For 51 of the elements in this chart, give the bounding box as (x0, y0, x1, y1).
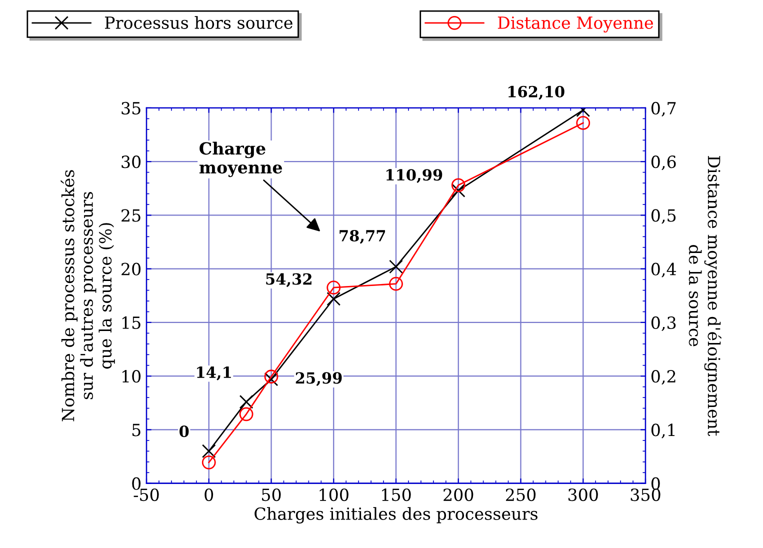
point (202, 455, 216, 470)
y2-tick-label: 0,5 (651, 209, 676, 224)
annotation: Charge moyenne (199, 142, 282, 178)
y2-tick-label: 0 (651, 477, 660, 490)
point (326, 280, 341, 295)
point (239, 407, 254, 422)
point (451, 184, 466, 198)
y2-axis-title: Distance moyenne d'éloignement de la source (688, 156, 722, 436)
y2-tick-label: 0,6 (651, 156, 676, 170)
annotation: 14,1 (197, 366, 231, 380)
y-tick-label: 10 (122, 370, 141, 383)
point (239, 394, 254, 409)
point (264, 372, 278, 386)
annotation: 25,99 (296, 372, 342, 386)
y-tick-label: 25 (122, 209, 140, 222)
x-tick-label: -50 (134, 488, 159, 502)
y-tick-label: 35 (122, 102, 140, 115)
annotation: 0 (180, 426, 189, 438)
y2-tick-label: 0,2 (651, 370, 676, 385)
x-tick-label: 300 (568, 488, 598, 502)
x-tick-label: 250 (506, 488, 536, 502)
point (326, 292, 341, 306)
annotation: 162,10 (508, 86, 564, 100)
y2-tick-label: 0,3 (651, 316, 676, 332)
point (389, 276, 403, 291)
annotation: 54,32 (266, 273, 312, 288)
point (264, 370, 278, 384)
y2-tick-label: 0,4 (651, 262, 676, 278)
y-tick-label: 5 (132, 424, 140, 436)
y-tick-label: 30 (122, 156, 141, 168)
point (576, 116, 590, 130)
y-tick-label: 0 (132, 477, 141, 490)
y-axis-title: Nombre de processus stockés sur d'autres processeurs que la source (%) (60, 170, 115, 422)
point (202, 444, 216, 458)
x-tick-label: 150 (382, 488, 411, 502)
y2-tick-label: 0,1 (651, 424, 674, 438)
annotation: 78,77 (340, 230, 386, 244)
y-tick-label: 15 (122, 316, 140, 330)
point (451, 178, 466, 192)
annotation: 110,99 (386, 169, 442, 183)
y-tick-label: 20 (122, 262, 141, 276)
y2-tick-label: 0,7 (651, 102, 676, 117)
legend-label: Processus hors source (104, 16, 292, 29)
x-tick-label: 350 (630, 488, 660, 502)
x-tick-label: 50 (262, 488, 281, 502)
x-tick-label: 200 (444, 488, 474, 502)
point (389, 260, 403, 274)
x-tick-label: 100 (320, 488, 348, 502)
x-axis-title: Charges initiales des processeurs (254, 507, 538, 524)
x-tick-label: 0 (204, 488, 214, 502)
legend-label: Distance Moyenne (498, 16, 654, 32)
